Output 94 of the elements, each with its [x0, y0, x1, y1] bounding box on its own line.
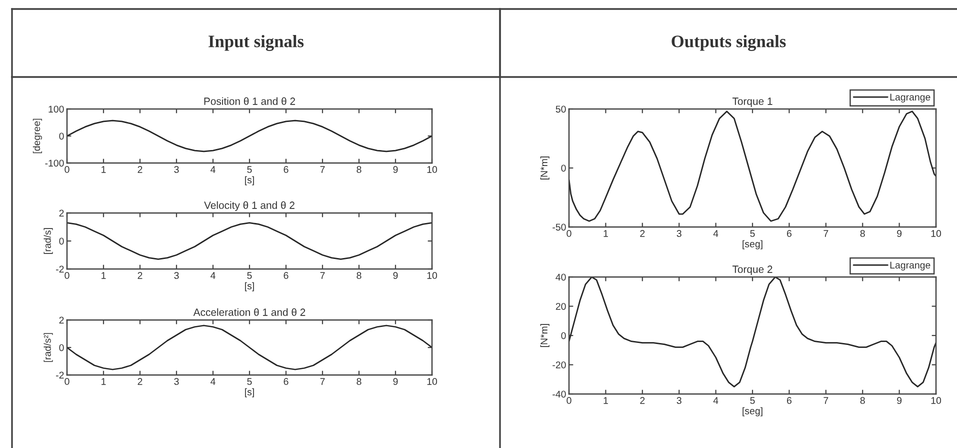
x-tick-label: 8	[356, 166, 362, 173]
x-tick-label: 10	[427, 272, 438, 279]
y-tick-label: -40	[552, 390, 566, 398]
x-tick-label: 8	[860, 230, 865, 237]
x-axis-title: [seg]	[742, 240, 762, 250]
y-axis-title: [degree]	[32, 118, 42, 154]
x-tick-label: 6	[284, 378, 288, 385]
x-tick-label: 9	[897, 397, 902, 404]
x-tick-label: 4	[713, 397, 718, 404]
x-tick-label: 1	[102, 378, 106, 385]
y-axis-title: [N*m]	[540, 156, 550, 180]
y-tick-label: 0	[59, 238, 64, 245]
x-tick-label: 4	[210, 272, 216, 279]
x-tick-label: 5	[247, 166, 252, 173]
y-tick-label: 0	[59, 344, 64, 352]
text: Outputs signals	[672, 35, 786, 51]
x-tick-label: 10	[931, 397, 942, 404]
line-series	[569, 110, 936, 222]
y-tick-label: -2	[56, 266, 64, 273]
x-tick-label: 0	[64, 272, 70, 279]
y-axis-title: [N*m]	[540, 324, 550, 347]
x-tick-label: 2	[640, 397, 645, 404]
x-tick-label: 10	[931, 230, 942, 237]
x-tick-label: 3	[676, 397, 682, 404]
x-tick-label: 0	[566, 230, 572, 237]
line-series	[67, 120, 432, 152]
x-tick-label: 4	[210, 166, 216, 173]
y-tick-label: 0	[59, 132, 64, 140]
x-tick-label: 1	[102, 272, 106, 279]
x-tick-label: 7	[320, 166, 325, 173]
x-tick-label: 0	[64, 378, 70, 385]
x-tick-label: 5	[750, 397, 755, 404]
x-tick-label: 8	[860, 397, 865, 404]
x-tick-label: 8	[356, 272, 362, 279]
x-tick-label: 7	[824, 397, 828, 404]
chart-title: Velocity θ 1 and θ 2	[204, 201, 294, 211]
x-tick-label: 9	[393, 166, 398, 173]
x-tick-label: 1	[102, 166, 106, 173]
chart-title: Torque 1	[732, 98, 772, 107]
x-tick-label: 0	[64, 166, 70, 173]
x-tick-label: 0	[566, 397, 572, 404]
x-tick-label: 9	[897, 230, 902, 237]
x-tick-label: 3	[174, 166, 179, 173]
x-tick-label: 2	[138, 272, 142, 279]
x-tick-label: 2	[640, 230, 645, 237]
line-series	[67, 324, 432, 370]
x-tick-label: 1	[604, 397, 608, 404]
x-tick-label: 2	[138, 166, 142, 173]
y-axis-title: [rad/s²]	[44, 333, 53, 362]
text: Input signals	[208, 35, 304, 51]
x-tick-label: 9	[393, 272, 398, 279]
x-tick-label: 3	[174, 272, 179, 279]
y-tick-label: 100	[48, 106, 64, 113]
x-tick-label: 2	[138, 378, 142, 385]
y-tick-label: -50	[552, 224, 566, 231]
y-tick-label: -2	[56, 372, 64, 379]
y-tick-label: 50	[556, 106, 566, 113]
x-tick-label: 10	[427, 378, 438, 385]
x-axis-title: [s]	[245, 282, 254, 292]
line-series	[67, 222, 432, 260]
x-tick-label: 4	[210, 378, 216, 385]
legend-label: Lagrange	[890, 94, 930, 102]
x-tick-label: 3	[676, 230, 682, 237]
y-tick-label: -100	[45, 160, 64, 167]
x-tick-label: 6	[786, 397, 792, 404]
x-tick-label: 3	[174, 378, 179, 385]
x-axis-title: [s]	[245, 176, 254, 186]
y-tick-label: 40	[556, 274, 566, 281]
x-tick-label: 6	[284, 166, 288, 173]
y-tick-label: -20	[552, 361, 566, 368]
x-tick-label: 5	[247, 272, 252, 279]
x-tick-label: 5	[247, 378, 252, 385]
x-axis-title: [s]	[245, 388, 254, 398]
x-tick-label: 4	[713, 230, 718, 237]
x-tick-label: 9	[393, 378, 398, 385]
chart-title: Position θ 1 and θ 2	[204, 97, 296, 105]
x-tick-label: 5	[750, 230, 755, 237]
y-tick-label: 20	[556, 302, 566, 310]
x-tick-label: 7	[320, 378, 325, 385]
y-axis-title: [rad/s]	[44, 228, 53, 254]
y-tick-label: 2	[59, 210, 64, 217]
y-tick-label: 2	[59, 316, 64, 324]
x-tick-label: 7	[320, 272, 325, 279]
chart-title: Torque 2	[732, 266, 772, 275]
x-tick-label: 1	[604, 230, 608, 237]
legend-label: Lagrange	[890, 262, 930, 270]
x-tick-label: 8	[356, 378, 362, 385]
y-tick-label: 0	[561, 332, 566, 340]
x-tick-label: 10	[427, 166, 438, 173]
x-axis-title: [seg]	[742, 407, 762, 416]
x-tick-label: 7	[824, 230, 828, 237]
chart-title: Acceleration θ 1 and θ 2	[193, 308, 306, 316]
x-tick-label: 6	[284, 272, 288, 279]
x-tick-label: 6	[786, 230, 792, 237]
